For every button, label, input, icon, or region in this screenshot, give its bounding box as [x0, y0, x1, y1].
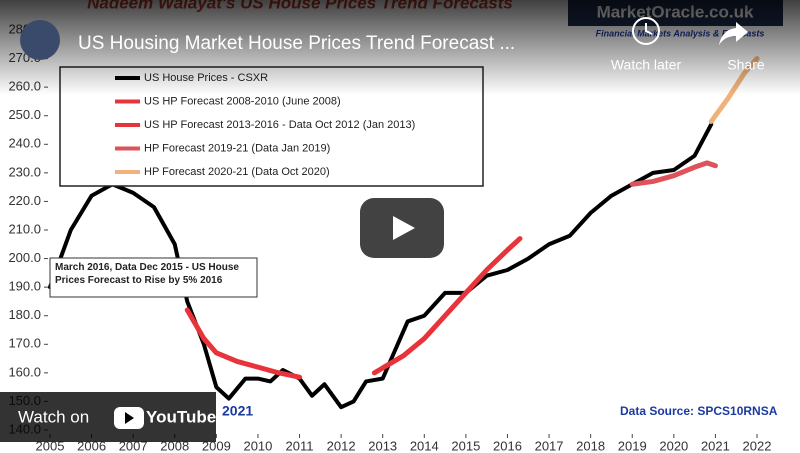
series-line	[371, 236, 523, 376]
clock-hands	[645, 23, 653, 35]
x-tick-label: 2012	[327, 438, 356, 453]
y-tick-label: 160.0	[8, 364, 41, 379]
annotation-wrap: March 2016, Data Dec 2015 - US House Pri…	[55, 262, 239, 286]
y-tick-label: 200.0	[8, 250, 41, 265]
legend-label: HP Forecast 2019-21 (Data Jan 2019)	[144, 142, 330, 154]
video-title[interactable]: US Housing Market House Prices Trend For…	[78, 33, 515, 54]
data-source: Data Source: SPCS10RNSA	[620, 404, 778, 418]
y-tick-label: 170.0	[8, 336, 41, 351]
share-icon[interactable]	[719, 22, 748, 45]
x-tick-label: 2018	[576, 438, 605, 453]
series-line	[184, 307, 303, 380]
x-tick-label: 2016	[493, 438, 522, 453]
x-tick-label: 2008	[160, 438, 189, 453]
play-icon	[393, 216, 415, 240]
x-tick-label: 2015	[451, 438, 480, 453]
x-tick-label: 2013	[368, 438, 397, 453]
x-tick-label: 2007	[119, 438, 148, 453]
y-tick-label: 230.0	[8, 164, 41, 179]
share-label[interactable]: Share	[727, 57, 765, 73]
youtube-wordmark: YouTube	[146, 407, 216, 426]
y-tick-label: 210.0	[8, 221, 41, 236]
y-tick-label: 250.0	[8, 107, 41, 122]
legend-label: US HP Forecast 2013-2016 - Data Oct 2012…	[144, 119, 415, 131]
channel-avatar[interactable]	[20, 20, 60, 60]
youtube-logo-play	[125, 412, 134, 424]
annotation-box	[49, 257, 258, 298]
series-line	[629, 160, 718, 187]
x-tick-label: 2014	[410, 438, 439, 453]
x-tick-label: 2006	[77, 438, 106, 453]
x-tick-label: 2021	[701, 438, 730, 453]
x-tick-label: 2009	[202, 438, 231, 453]
top-overlay	[0, 0, 800, 95]
x-tick-label: 2010	[243, 438, 272, 453]
watch-on-youtube[interactable]	[0, 392, 216, 442]
y-tick-label: 240.0	[8, 136, 41, 151]
x-tick-label: 2022	[743, 438, 772, 453]
watch-later-icon[interactable]	[632, 17, 660, 45]
x-tick-label: 2020	[659, 438, 688, 453]
watch-on-label: Watch on	[18, 407, 89, 426]
y-tick-label: 180.0	[8, 307, 41, 322]
legend-label: HP Forecast 2020-21 (Data Oct 2020)	[144, 166, 330, 178]
x-tick-label: 2005	[36, 438, 65, 453]
x-tick-label: 2011	[286, 438, 314, 453]
watch-later-label[interactable]: Watch later	[611, 57, 682, 73]
legend-label: US HP Forecast 2008-2010 (June 2008)	[144, 95, 341, 107]
x-tick-label: 2017	[535, 438, 564, 453]
y-tick-label: 190.0	[8, 279, 41, 294]
y-tick-label: 220.0	[8, 193, 41, 208]
annotation: March 2016, Data Dec 2015 - US House Pri…	[55, 262, 239, 286]
x-tick-label: 2019	[618, 438, 647, 453]
footer-year: 2021	[222, 403, 253, 419]
